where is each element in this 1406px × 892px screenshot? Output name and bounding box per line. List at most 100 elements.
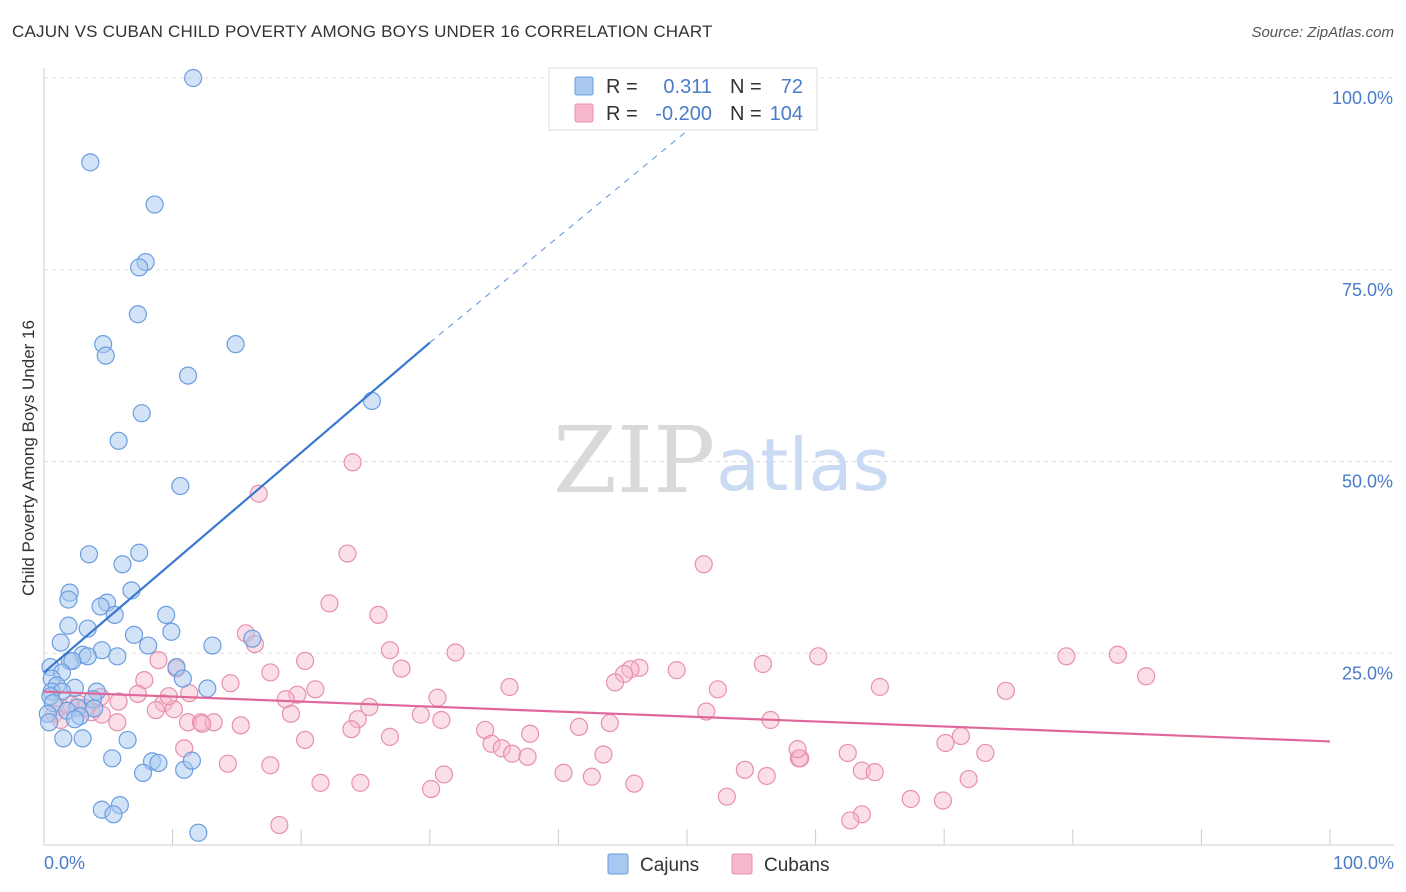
cuban-point	[281, 704, 301, 723]
cuban-point	[178, 713, 198, 732]
cuban-point	[482, 734, 501, 753]
cajun-point	[118, 730, 137, 750]
cajun-point	[40, 713, 59, 732]
cajun-point	[243, 629, 262, 648]
cuban-point	[788, 740, 807, 759]
cajun-point	[162, 622, 181, 641]
y-tick-label-50: 50.0%	[1342, 472, 1393, 492]
cajun-point	[173, 669, 192, 688]
cuban-point	[630, 658, 649, 677]
cuban-point	[841, 811, 860, 830]
x-tick-label-100: 100.0%	[1333, 853, 1394, 873]
cuban-point	[231, 716, 250, 735]
cajun-point	[145, 195, 164, 214]
cuban-point	[625, 774, 644, 793]
cuban-point	[432, 710, 451, 730]
cuban-point	[852, 805, 871, 824]
cuban-point	[933, 791, 953, 810]
cajun-point	[85, 699, 104, 718]
cajun-point	[73, 729, 92, 748]
cuban-point	[582, 767, 601, 786]
cajun-trend-extension	[429, 77, 752, 344]
cuban-point	[865, 763, 884, 782]
cajun-point	[63, 651, 82, 671]
x-tick-label-0: 0.0%	[44, 853, 85, 873]
cajun-point	[157, 605, 176, 625]
cuban-point	[503, 744, 522, 763]
cuban-point	[108, 713, 127, 732]
cuban-point	[735, 760, 754, 779]
legend-r-label-cajuns: R =	[606, 76, 638, 98]
cuban-point	[295, 730, 315, 750]
legend-n-label-cajuns: N =	[730, 76, 762, 98]
cuban-point	[492, 739, 511, 758]
cajun-point	[79, 545, 99, 564]
cajun-point	[189, 823, 208, 842]
y-tick-label-25: 25.0%	[1342, 663, 1393, 683]
cajun-point	[130, 258, 149, 277]
cajun-point	[96, 346, 115, 365]
cuban-point	[311, 773, 330, 792]
cajun-point	[226, 335, 245, 354]
cajun-point	[133, 763, 153, 783]
cajun-point	[184, 68, 203, 88]
cuban-point	[369, 605, 388, 625]
cuban-point	[757, 766, 776, 786]
cajun-point	[130, 543, 149, 562]
cuban-point	[694, 555, 713, 574]
cajun-point	[182, 751, 201, 770]
watermark: ZIP atlas	[553, 407, 890, 514]
legend-r-value-cubans: -0.200	[655, 103, 712, 125]
cajun-point	[362, 391, 382, 411]
cuban-point	[870, 677, 890, 697]
cuban-point	[270, 815, 289, 835]
cajun-point	[54, 729, 73, 748]
cuban-point	[594, 745, 613, 764]
bottom-legend-label-cubans: Cubans	[764, 855, 830, 876]
cuban-point	[320, 594, 339, 613]
cuban-trend-line	[43, 690, 1331, 743]
cuban-point	[204, 713, 223, 732]
cajun-point	[105, 605, 124, 625]
watermark-zip: ZIP	[553, 407, 715, 514]
cajun-trend-line	[43, 341, 431, 674]
cuban-point	[500, 677, 519, 697]
cajun-point	[139, 636, 158, 655]
cajun-point	[103, 749, 122, 768]
cajun-point	[65, 710, 84, 729]
cajun-point	[203, 636, 222, 655]
cuban-point	[518, 747, 537, 766]
cuban-point	[976, 743, 995, 763]
bottom-legend-swatch-cajuns	[607, 853, 629, 875]
cuban-point	[149, 651, 168, 670]
cuban-point	[697, 702, 716, 721]
cuban-point	[288, 685, 307, 704]
cuban-point	[446, 643, 465, 662]
cuban-point	[838, 743, 857, 763]
cuban-point	[411, 705, 430, 724]
watermark-atlas: atlas	[716, 423, 890, 507]
cuban-point	[343, 453, 362, 472]
cuban-point	[338, 544, 357, 563]
cuban-point	[753, 654, 772, 674]
cajun-point	[198, 679, 217, 698]
cuban-point	[146, 700, 165, 720]
cuban-point	[600, 713, 619, 733]
series-legend: Cajuns Cubans	[607, 853, 830, 876]
cuban-point	[951, 726, 971, 746]
cuban-point	[128, 684, 147, 704]
cuban-point	[1137, 667, 1156, 686]
cuban-point	[380, 727, 400, 746]
cajun-point	[78, 647, 97, 666]
cajun-point	[132, 404, 151, 423]
chart-source: Source: ZipAtlas.com	[1251, 24, 1394, 41]
cajun-point	[128, 305, 147, 324]
cuban-point	[996, 681, 1016, 700]
legend-n-label-cubans: N =	[730, 103, 762, 125]
cuban-point	[348, 710, 367, 729]
cuban-point	[434, 765, 454, 784]
bottom-legend-label-cajuns: Cajuns	[640, 855, 699, 876]
cuban-point	[605, 673, 625, 692]
cajun-point	[178, 366, 198, 385]
